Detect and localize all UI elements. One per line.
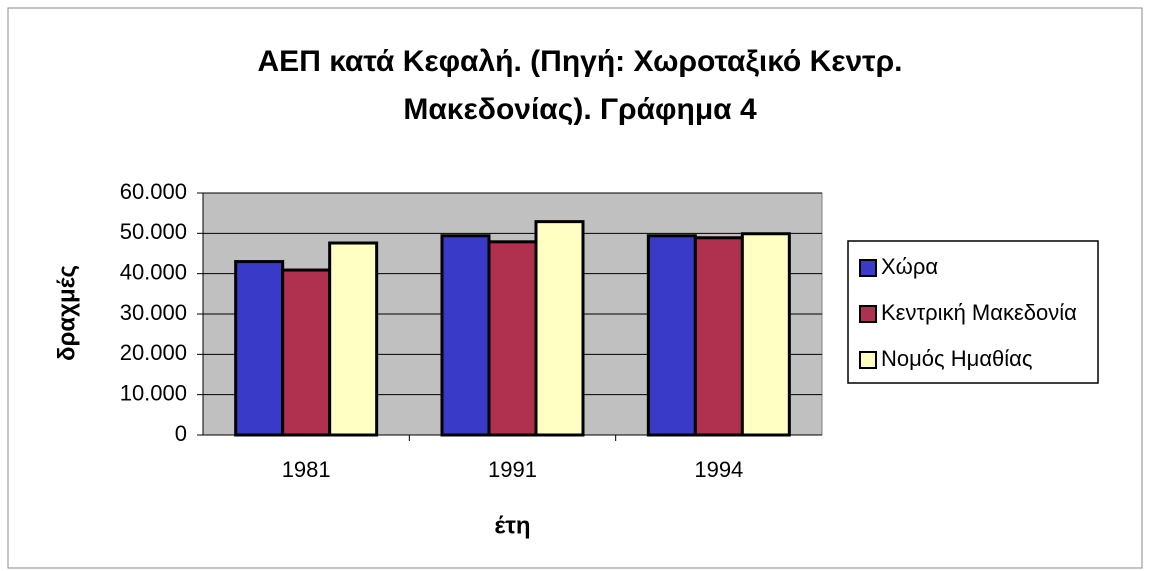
bar	[740, 232, 791, 437]
chart-title: ΑΕΠ κατά Κεφαλή. (Πηγή: Χωροταξικό Κεντρ…	[257, 45, 903, 126]
legend-box	[847, 240, 1099, 384]
bar	[534, 220, 585, 437]
bar	[487, 240, 538, 437]
legend-swatch	[859, 305, 877, 323]
legend-swatch	[859, 351, 877, 369]
x-axis-label: έτη	[494, 512, 530, 539]
y-tick-label: 60.000	[120, 179, 187, 204]
bar	[281, 268, 332, 437]
bar	[440, 234, 491, 437]
y-axis-label: δραχμές	[53, 265, 80, 361]
chart-border	[7, 7, 1143, 569]
legend-label: Κεντρική Μακεδονία	[881, 300, 1077, 325]
legend-label: Χώρα	[881, 254, 938, 279]
y-tick-label: 10.000	[120, 380, 187, 405]
y-tick-label: 40.000	[120, 259, 187, 284]
x-tick-label: 1981	[282, 457, 331, 482]
y-tick-label: 20.000	[120, 340, 187, 365]
legend-label: Νομός Ημαθίας	[881, 346, 1032, 371]
bar	[693, 236, 744, 437]
bar	[646, 234, 697, 437]
bar	[328, 241, 379, 437]
y-tick-label: 0	[175, 421, 187, 446]
x-tick-label: 1991	[488, 457, 537, 482]
x-tick-label: 1994	[694, 457, 743, 482]
y-tick-label: 30.000	[120, 300, 187, 325]
bar	[234, 260, 285, 437]
legend-swatch	[859, 259, 877, 277]
y-tick-label: 50.000	[120, 219, 187, 244]
